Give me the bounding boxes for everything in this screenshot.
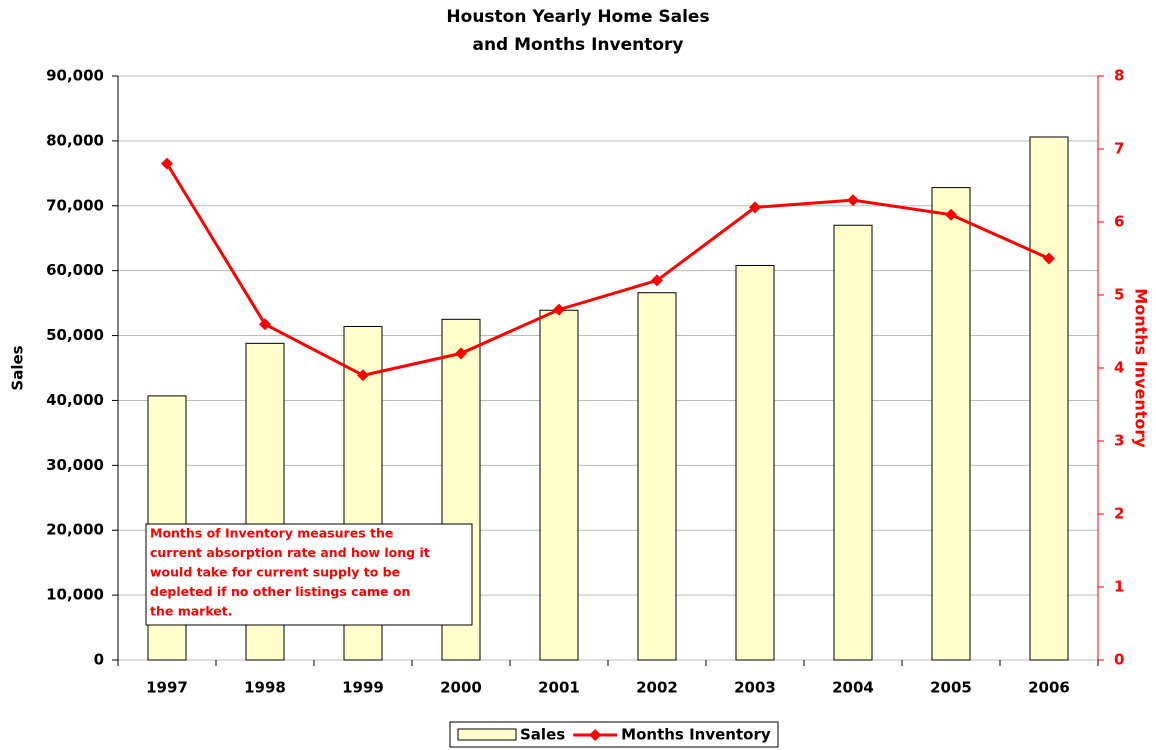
chart-title: Houston Yearly Home Sales [446, 7, 709, 27]
bar [735, 264, 775, 661]
x-tick-label: 1998 [244, 679, 286, 697]
marker [945, 208, 957, 221]
annotation-text: depleted if no other listings came on [150, 584, 410, 599]
y-tick-label: 30,000 [46, 456, 104, 474]
legend-swatch [589, 729, 602, 741]
bar [637, 292, 677, 661]
legend-label: Sales [520, 726, 565, 744]
marker [1043, 252, 1055, 265]
x-tick-label: 2004 [832, 679, 874, 697]
y-tick-label: 0 [94, 651, 104, 669]
marker [749, 201, 761, 214]
annotation-text: Months of Inventory measures the [150, 526, 393, 541]
marker [259, 318, 271, 331]
y-tick-label: 10,000 [46, 586, 104, 604]
y2-tick-label: 4 [1114, 359, 1124, 377]
marker [455, 347, 467, 360]
y2-tick-label: 1 [1114, 578, 1124, 596]
y2-tick-label: 6 [1114, 213, 1124, 231]
legend-label: Months Inventory [621, 726, 771, 744]
y-tick-label: 90,000 [46, 67, 104, 85]
annotation-text: would take for current supply to be [150, 565, 400, 580]
y2-tick-label: 8 [1114, 67, 1124, 85]
bar [539, 309, 579, 661]
y-tick-label: 20,000 [46, 521, 104, 539]
marker [357, 369, 369, 382]
x-tick-label: 2006 [1028, 679, 1070, 697]
y-tick-label: 80,000 [46, 131, 104, 149]
y2-tick-label: 7 [1114, 140, 1124, 158]
legend-swatch [457, 728, 517, 741]
y-tick-label: 70,000 [46, 196, 104, 214]
y-axis-label: Sales [9, 345, 27, 390]
y2-tick-label: 3 [1114, 432, 1124, 450]
marker [651, 274, 663, 287]
y2-tick-label: 5 [1114, 286, 1124, 304]
annotation-text: the market. [150, 604, 233, 619]
y-tick-label: 50,000 [46, 326, 104, 344]
bar [833, 224, 873, 661]
y-tick-label: 40,000 [46, 391, 104, 409]
y-tick-label: 60,000 [46, 261, 104, 279]
x-tick-label: 2002 [636, 679, 678, 697]
line [165, 162, 1050, 377]
x-tick-label: 2000 [440, 679, 482, 697]
x-tick-label: 2003 [734, 679, 776, 697]
x-tick-label: 2005 [930, 679, 972, 697]
annotation-text: current absorption rate and how long it [150, 545, 430, 560]
marker [847, 194, 859, 207]
bar [931, 187, 971, 661]
y2-tick-label: 0 [1114, 651, 1124, 669]
annotation-box [145, 523, 473, 626]
x-tick-label: 1997 [146, 679, 188, 697]
chart-title: and Months Inventory [472, 35, 683, 55]
x-tick-label: 1999 [342, 679, 384, 697]
marker [161, 157, 173, 170]
y2-axis-label: Months Inventory [1132, 288, 1151, 448]
marker [553, 303, 565, 316]
y2-tick-label: 2 [1114, 505, 1124, 523]
x-tick-label: 2001 [538, 679, 580, 697]
bar [1029, 136, 1069, 661]
